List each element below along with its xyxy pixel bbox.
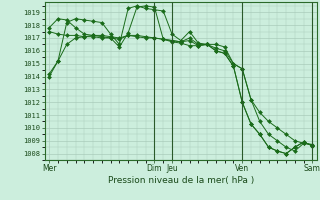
X-axis label: Pression niveau de la mer( hPa ): Pression niveau de la mer( hPa ): [108, 176, 254, 185]
